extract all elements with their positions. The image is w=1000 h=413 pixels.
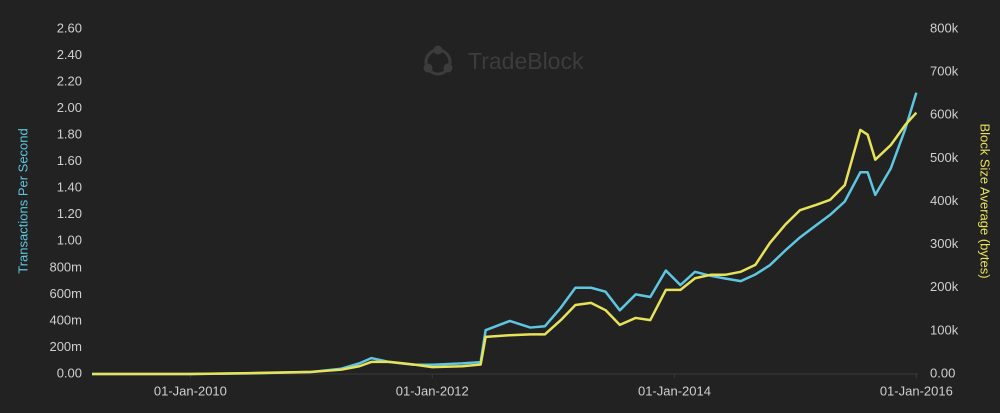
- x-tick-label: 01-Jan-2014: [638, 383, 711, 398]
- y-tick-label: 1.80: [57, 127, 82, 142]
- y-tick-label: 2.40: [57, 47, 82, 62]
- y-tick-label: 1.20: [57, 206, 82, 221]
- y-tick-label: 800m: [49, 259, 82, 274]
- watermark: TradeBlock: [468, 48, 584, 74]
- series-line: [92, 111, 918, 376]
- y2-tick-label: 800k: [930, 20, 959, 35]
- x-tick-label: 01-Jan-2016: [880, 383, 953, 398]
- y-tick-label: 0.00: [57, 365, 82, 380]
- y-tick-label: 200m: [49, 339, 82, 354]
- y2-axis-title: Block Size Average (bytes): [978, 123, 993, 278]
- y-tick-label: 2.60: [57, 20, 82, 35]
- y-tick-label: 1.60: [57, 153, 82, 168]
- y2-tick-label: 200k: [930, 279, 959, 294]
- y-tick-label: 400m: [49, 312, 82, 327]
- x-tick-label: 01-Jan-2012: [396, 383, 469, 398]
- y-axis-title: Transactions Per Second: [15, 128, 30, 273]
- y-tick-label: 2.20: [57, 74, 82, 89]
- y2-tick-label: 0.00: [930, 365, 955, 380]
- y2-tick-label: 600k: [930, 107, 959, 122]
- watermark-logo: [423, 45, 453, 76]
- y-tick-label: 2.00: [57, 100, 82, 115]
- y-tick-label: 1.40: [57, 180, 82, 195]
- y2-tick-label: 700k: [930, 64, 959, 79]
- y-tick-label: 600m: [49, 286, 82, 301]
- series-line: [92, 92, 918, 376]
- y2-tick-label: 300k: [930, 236, 959, 251]
- y2-tick-label: 500k: [930, 150, 959, 165]
- y-tick-label: 1.00: [57, 233, 82, 248]
- y2-tick-label: 100k: [930, 322, 959, 337]
- y2-tick-label: 400k: [930, 193, 959, 208]
- x-tick-label: 01-Jan-2010: [154, 383, 227, 398]
